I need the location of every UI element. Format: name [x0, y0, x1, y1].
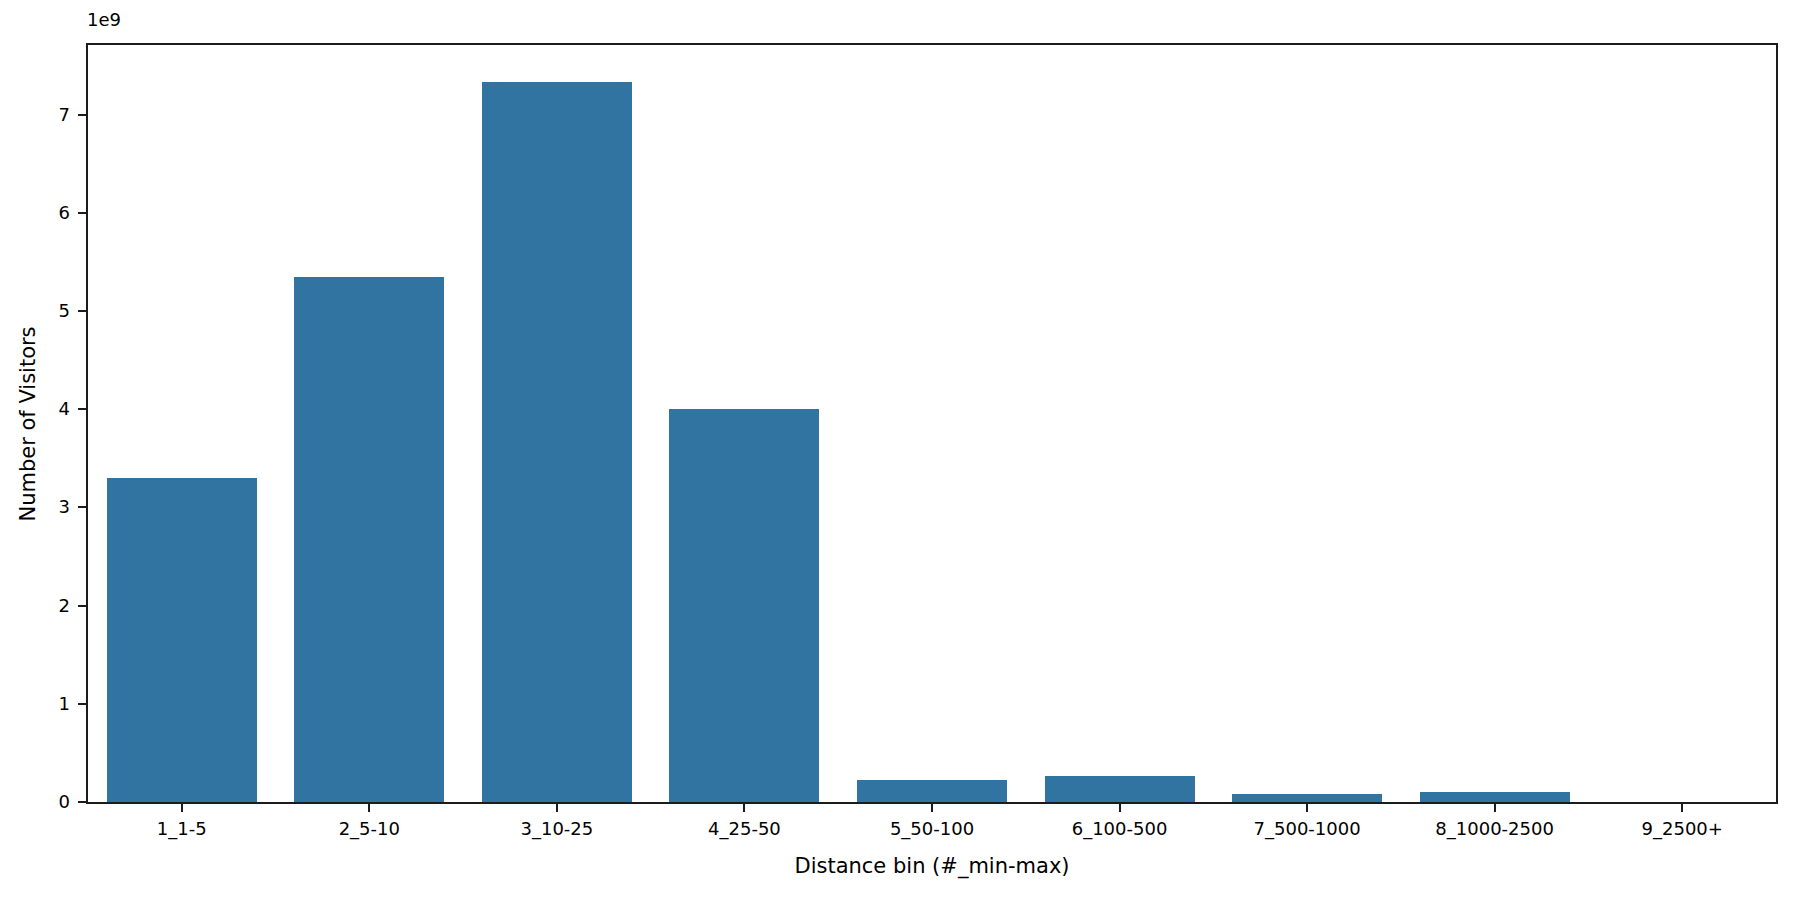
x-axis-title: Distance bin (#_min-max) [794, 854, 1069, 878]
y-axis-title: Number of Visitors [16, 326, 40, 521]
y-tick-mark [78, 801, 86, 803]
plot-area: 1_1-52_5-103_10-254_25-505_50-1006_100-5… [86, 43, 1778, 804]
bar-3_10-25 [482, 82, 632, 802]
x-tick-mark [556, 804, 558, 812]
bar-1_1-5 [107, 478, 257, 802]
y-tick-mark [78, 506, 86, 508]
y-tick-label: 6 [22, 204, 70, 222]
bar-5_50-100 [857, 780, 1007, 802]
y-tick-mark [78, 114, 86, 116]
bar-8_1000-2500 [1420, 792, 1570, 802]
bar-4_25-50 [669, 409, 819, 802]
y-tick-mark [78, 605, 86, 607]
y-tick-label: 3 [22, 498, 70, 516]
bar-7_500-1000 [1232, 794, 1382, 802]
y-tick-label: 2 [22, 597, 70, 615]
y-tick-label: 1 [22, 695, 70, 713]
x-tick-mark [1681, 804, 1683, 812]
y-tick-label: 4 [22, 400, 70, 418]
x-tick-mark [743, 804, 745, 812]
y-tick-mark [78, 703, 86, 705]
y-tick-label: 7 [22, 106, 70, 124]
x-tick-mark [1494, 804, 1496, 812]
y-tick-label: 0 [22, 793, 70, 811]
y-tick-mark [78, 310, 86, 312]
x-tick-mark [181, 804, 183, 812]
bar-2_5-10 [294, 277, 444, 802]
y-tick-mark [78, 408, 86, 410]
figure: 1e9 Number of Visitors Distance bin (#_m… [0, 0, 1800, 900]
x-tick-mark [368, 804, 370, 812]
y-axis-offset-label: 1e9 [87, 9, 121, 30]
y-tick-mark [78, 212, 86, 214]
x-tick-mark [1306, 804, 1308, 812]
bar-6_100-500 [1045, 776, 1195, 802]
y-tick-label: 5 [22, 302, 70, 320]
x-tick-mark [931, 804, 933, 812]
x-tick-mark [1119, 804, 1121, 812]
x-tick-label: 9_2500+ [1572, 818, 1792, 840]
